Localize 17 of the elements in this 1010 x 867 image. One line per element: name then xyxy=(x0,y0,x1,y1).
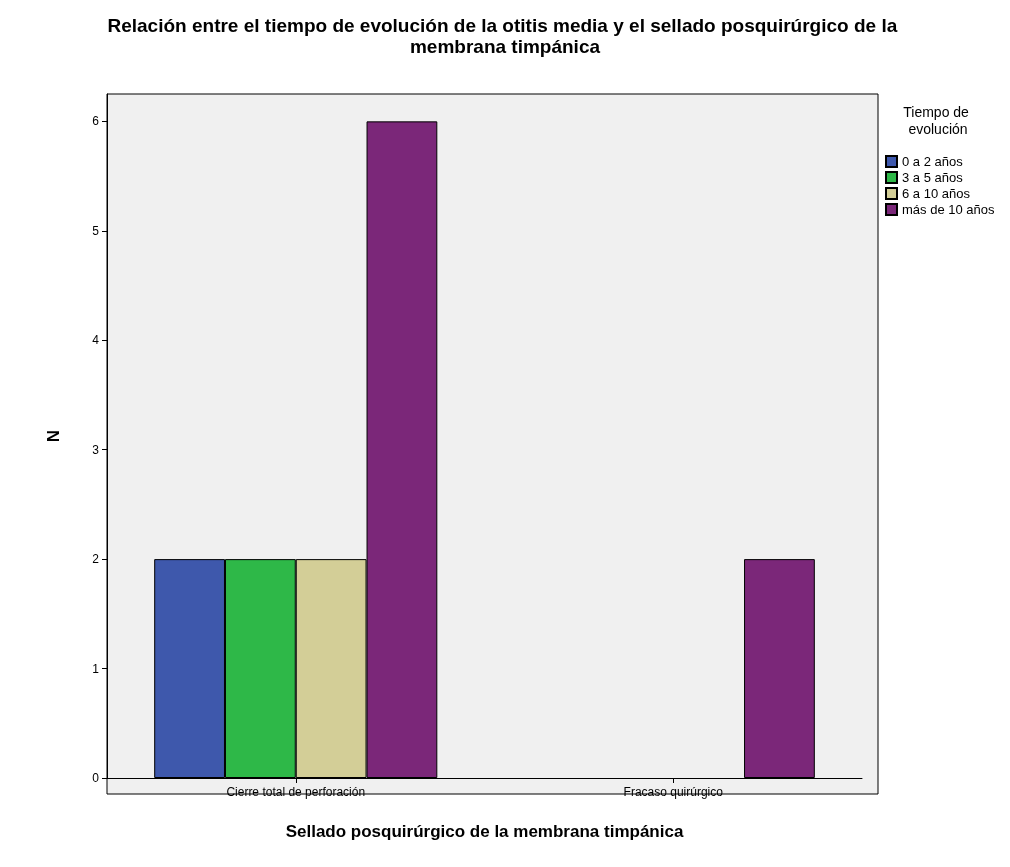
y-tick-label: 0 xyxy=(92,771,100,785)
x-axis-title: Sellado posquirúrgico de la membrana timpánica xyxy=(285,822,684,841)
y-tick-label: 3 xyxy=(92,442,100,457)
y-axis-title: N xyxy=(44,429,63,443)
y-tick-label: 5 xyxy=(92,223,100,238)
y-tick-label: 2 xyxy=(92,552,100,567)
x-tick-label: Fracaso quirúrgico xyxy=(623,785,724,799)
y-tick-label: 6 xyxy=(92,114,100,129)
y-tick-label: 1 xyxy=(92,661,100,676)
x-tick-label: Cierre total de perforación xyxy=(226,785,366,799)
legend-label: más de 10 años xyxy=(902,202,995,217)
legend-label: 3 a 5 años xyxy=(902,170,964,185)
legend-label: 0 a 2 años xyxy=(902,154,964,169)
legend-title: Tiempo de evolución xyxy=(903,103,973,137)
chart-title: Relación entre el tiempo de evolución de la otitis media y el sellado posquirúrgico de la membrana timpánica xyxy=(107,15,903,57)
y-tick-label: 4 xyxy=(92,333,100,348)
legend-label: 6 a 10 años xyxy=(902,186,971,201)
